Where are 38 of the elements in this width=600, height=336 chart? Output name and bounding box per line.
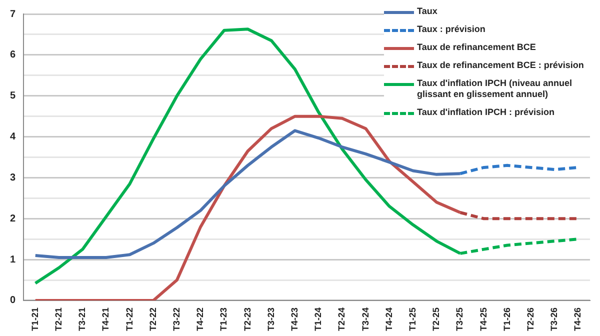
y-tick-label: 1 (10, 254, 16, 266)
y-tick-label: 0 (10, 295, 16, 306)
legend-label: Taux d'inflation IPCH : prévision (417, 107, 554, 118)
legend-label: Taux de refinancement BCE : prévision (417, 60, 584, 71)
x-tick-label: T1-21 (30, 307, 40, 332)
y-tick-label: 7 (10, 8, 16, 20)
x-tick-label: T3-21 (77, 307, 88, 332)
x-tick-label: T3-26 (549, 307, 560, 332)
x-tick-label: T2-25 (431, 307, 442, 332)
x-tick-label: T1-24 (313, 307, 324, 332)
x-tick-label: T2-23 (242, 307, 252, 332)
x-tick-label: T3-23 (266, 307, 276, 332)
x-tick-label: T2-21 (53, 307, 64, 332)
y-tick-label: 5 (10, 90, 16, 102)
y-tick-label: 4 (10, 132, 16, 143)
y-tick-label: 6 (10, 50, 16, 61)
x-tick-label: T1-22 (124, 307, 134, 332)
x-tick-label: T4-26 (572, 307, 583, 332)
legend-label: Taux (417, 6, 438, 17)
x-tick-label: T3-24 (360, 307, 370, 332)
x-tick-label: T2-24 (336, 307, 347, 332)
x-tick-label: T3-25 (454, 307, 465, 332)
x-tick-label: T1-25 (407, 307, 418, 332)
x-tick-label: T3-22 (171, 307, 182, 332)
x-tick-label: T4-25 (478, 307, 488, 332)
x-tick-label: T4-23 (289, 307, 300, 332)
legend-label: Taux : prévision (417, 24, 486, 35)
y-tick-label: 3 (10, 172, 16, 184)
legend-label: Taux de refinancement BCE (417, 42, 536, 53)
x-tick-label: T4-22 (195, 307, 206, 332)
x-tick-label: T1-23 (218, 307, 229, 332)
legend-label: Taux d'inflation IPCH (niveau annuel glissant en glissement annuel) (417, 78, 573, 100)
y-tick-label: 2 (10, 213, 16, 224)
x-tick-label: T4-21 (100, 307, 111, 332)
x-tick-label: T2-22 (148, 307, 158, 332)
x-tick-label: T1-26 (502, 307, 512, 332)
x-tick-label: T4-24 (384, 307, 394, 332)
x-tick-label: T2-26 (525, 307, 536, 332)
